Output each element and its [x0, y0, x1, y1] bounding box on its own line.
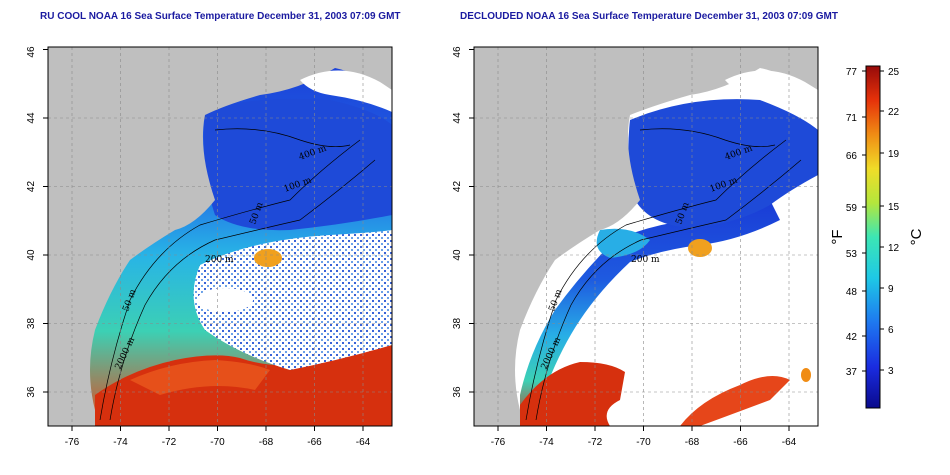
lon-tick-label: -70 — [636, 437, 651, 448]
ice-or-cloud-coast — [300, 70, 392, 112]
cold-water-region — [628, 99, 818, 228]
lat-tick-label: 44 — [452, 112, 463, 124]
warm-core — [130, 360, 270, 395]
lat-tick-label: 36 — [452, 386, 463, 398]
colorbar: 77 71 66 59 53 48 42 37 25 22 19 15 12 9… — [829, 65, 925, 409]
contour-100m — [214, 128, 351, 147]
warm-patch — [801, 368, 811, 382]
colorbar-celsius-label: °C — [908, 228, 925, 245]
lat-tick-label: 44 — [26, 112, 37, 124]
colorbar-f-tick: 42 — [846, 332, 858, 343]
lon-tick-label: -70 — [210, 437, 225, 448]
lon-tick-label: -72 — [162, 437, 177, 448]
sea-surface — [520, 200, 780, 426]
contour-label: 200 m — [631, 255, 660, 265]
contour-2000m — [99, 139, 361, 421]
lon-tick-label: -68 — [259, 437, 274, 448]
colorbar-c-tick: 9 — [888, 284, 894, 295]
lon-tick-label: -66 — [307, 437, 322, 448]
lon-tick-label: -76 — [491, 437, 506, 448]
lon-tick-label: -66 — [733, 437, 748, 448]
warm-eddy — [254, 249, 282, 267]
lat-tick-label: 36 — [26, 386, 37, 398]
colorbar-c-tick: 15 — [888, 202, 900, 213]
land-mass — [48, 47, 392, 426]
colorbar-c-tick: 3 — [888, 366, 894, 377]
map-right: 400 m 100 m 50 m 200 m 50 m 2000 m — [474, 47, 818, 426]
cloud-patch — [197, 288, 253, 312]
colorbar-c-tick: 12 — [888, 243, 900, 254]
contour-200m — [109, 159, 376, 421]
contour-200m — [535, 159, 802, 421]
land-mass — [474, 47, 818, 426]
lat-tick-label: 42 — [452, 181, 463, 193]
lat-tick-label: 40 — [26, 249, 37, 261]
lat-tick-label: 46 — [26, 46, 37, 58]
map-frame-right — [473, 46, 819, 427]
axes-left: -76 -74 -72 -70 -68 -66 -64 36 38 40 42 … — [26, 46, 371, 448]
warm-eddy — [688, 239, 712, 257]
cloud-cover — [193, 230, 392, 370]
lon-tick-label: -72 — [588, 437, 603, 448]
map-frame-left — [47, 46, 393, 427]
map-title-right: DECLOUDED NOAA 16 Sea Surface Temperatur… — [460, 11, 838, 22]
colorbar-c-tick: 6 — [888, 325, 894, 336]
lat-tick-label: 40 — [452, 249, 463, 261]
cold-water-region — [203, 98, 392, 231]
colorbar-f-tick: 48 — [846, 287, 858, 298]
map-title-left: RU COOL NOAA 16 Sea Surface Temperature … — [40, 11, 401, 22]
colorbar-c-tick: 19 — [888, 149, 900, 160]
colorbar-f-tick: 37 — [846, 367, 858, 378]
lon-tick-label: -76 — [65, 437, 80, 448]
contour-2000m — [525, 139, 787, 421]
colorbar-gradient — [865, 65, 881, 409]
lon-tick-label: -74 — [113, 437, 128, 448]
lat-tick-label: 46 — [452, 46, 463, 58]
lat-tick-label: 38 — [26, 318, 37, 330]
lat-tick-label: 38 — [452, 318, 463, 330]
colorbar-c-tick: 25 — [888, 67, 900, 78]
lat-tick-label: 42 — [26, 181, 37, 193]
contour-label: 200 m — [205, 255, 234, 265]
colorbar-c-tick: 22 — [888, 107, 900, 118]
lon-tick-label: -64 — [356, 437, 371, 448]
colorbar-fahrenheit-label: °F — [829, 229, 846, 244]
colorbar-f-tick: 71 — [846, 113, 858, 124]
colorbar-f-tick: 66 — [846, 151, 858, 162]
contour-100m — [639, 128, 776, 147]
colorbar-f-tick: 59 — [846, 203, 858, 214]
lon-tick-label: -68 — [685, 437, 700, 448]
colorbar-f-tick: 77 — [846, 67, 858, 78]
ice-or-cloud-coast — [725, 70, 818, 112]
warm-filament — [680, 376, 790, 426]
lon-tick-label: -64 — [782, 437, 797, 448]
colorbar-f-tick: 53 — [846, 249, 858, 260]
map-left: 400 m 100 m 50 m 200 m 50 m 2000 m — [48, 47, 392, 426]
shelf-water — [596, 228, 650, 258]
axes-right: -76 -74 -72 -70 -68 -66 -64 36 38 40 42 … — [452, 46, 797, 448]
lon-tick-label: -74 — [539, 437, 554, 448]
